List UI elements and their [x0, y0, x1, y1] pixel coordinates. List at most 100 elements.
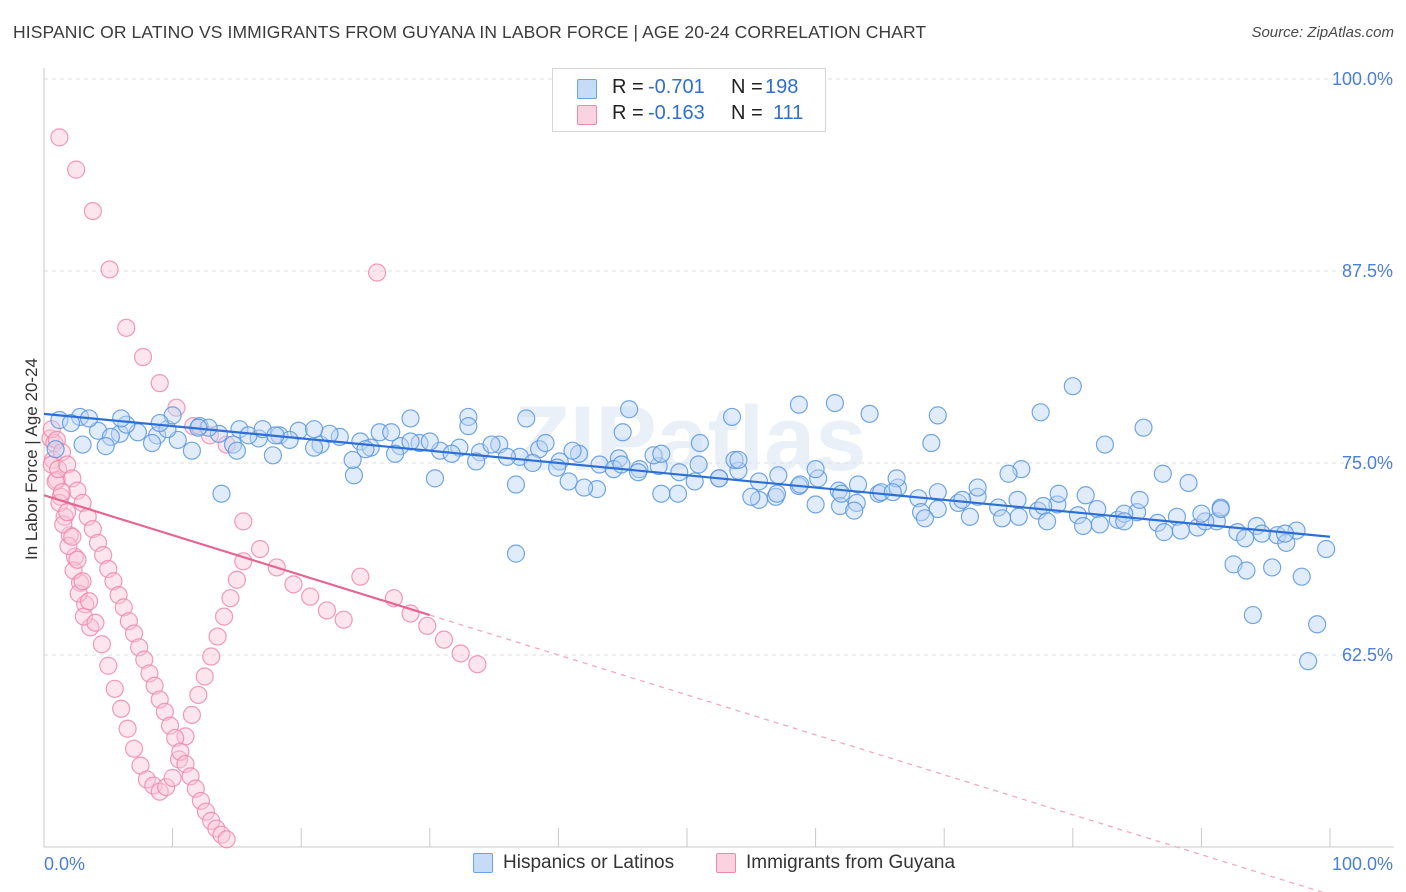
data-point-guyana [221, 589, 240, 608]
data-point-hispanic [1179, 473, 1198, 493]
data-point-hispanic [1299, 652, 1318, 671]
data-point-hispanic [1211, 499, 1230, 519]
legend-label: Hispanics or Latinos [503, 852, 675, 873]
data-point-hispanic [112, 409, 131, 428]
data-point-hispanic [382, 423, 401, 442]
data-point-hispanic [725, 450, 744, 470]
data-point-guyana [65, 547, 84, 566]
data-point-hispanic [1148, 513, 1167, 533]
data-point-hispanic [263, 446, 283, 465]
data-point-guyana [58, 455, 77, 474]
data-point-hispanic [1308, 615, 1327, 634]
data-point-guyana [317, 601, 337, 620]
data-point-hispanic [590, 455, 609, 474]
data-point-guyana [58, 503, 77, 522]
data-point-hispanic [61, 413, 81, 433]
data-point-hispanic [575, 478, 594, 497]
data-point-hispanic [670, 463, 689, 482]
data-point-hispanic [860, 404, 879, 423]
data-point-hispanic [729, 450, 748, 470]
data-point-guyana [196, 802, 216, 821]
data-point-hispanic [1277, 533, 1296, 552]
data-point-guyana [214, 607, 234, 626]
data-point-hispanic [466, 452, 486, 471]
data-point-hispanic [652, 484, 671, 503]
data-point-hispanic [142, 433, 162, 453]
data-point-guyana [67, 160, 86, 179]
axes [43, 68, 1394, 848]
data-point-guyana [166, 728, 185, 748]
data-point-guyana [208, 627, 227, 646]
data-point-guyana [63, 527, 82, 546]
data-point-hispanic [690, 433, 709, 453]
data-point-hispanic [613, 423, 632, 442]
data-point-hispanic [563, 441, 582, 460]
legend-label: Immigrants from Guyana [746, 852, 956, 873]
data-point-hispanic [459, 407, 478, 427]
data-point-guyana [49, 460, 68, 479]
legend-r-value: -0.701 [648, 76, 705, 98]
data-point-guyana [59, 536, 78, 556]
data-point-guyana [104, 572, 123, 591]
trend-line-guyana-extension [429, 614, 1324, 892]
data-point-guyana [112, 699, 131, 718]
data-point-hispanic [1192, 504, 1211, 523]
data-point-guyana [68, 550, 87, 569]
data-point-guyana [73, 572, 92, 591]
data-point-guyana [250, 539, 270, 559]
data-point-guyana [217, 830, 236, 849]
data-point-hispanic [1237, 561, 1256, 580]
data-point-hispanic [652, 444, 671, 463]
legend-r-label: R = [612, 102, 644, 124]
data-point-hispanic [1236, 529, 1255, 548]
legend-swatch-pink [577, 105, 597, 125]
data-point-hispanic [73, 435, 92, 454]
data-point-hispanic [1068, 506, 1088, 525]
data-point-guyana [86, 613, 105, 632]
data-point-hispanic [401, 409, 420, 428]
data-point-hispanic [304, 420, 324, 439]
data-point-hispanic [1095, 435, 1115, 454]
data-point-hispanic [506, 475, 526, 494]
data-point-hispanic [536, 433, 555, 453]
data-point-guyana [163, 768, 182, 787]
data-point-hispanic [227, 441, 246, 460]
data-point-guyana [351, 567, 370, 586]
data-point-hispanic [767, 484, 787, 503]
data-point-hispanic [343, 450, 362, 470]
data-point-guyana [92, 635, 111, 654]
data-point-guyana [234, 512, 253, 531]
data-point-hispanic [968, 478, 987, 497]
data-point-hispanic [559, 472, 578, 491]
data-point-hispanic [668, 484, 688, 503]
data-point-hispanic [304, 438, 324, 457]
data-point-guyana [133, 347, 153, 367]
data-point-hispanic [922, 433, 941, 453]
trend-line-guyana [43, 494, 431, 617]
data-point-guyana [42, 420, 61, 439]
data-point-guyana [150, 374, 169, 393]
data-point-guyana [155, 702, 174, 721]
data-point-guyana [83, 519, 102, 539]
data-point-hispanic [401, 432, 420, 451]
data-point-hispanic [887, 469, 906, 488]
data-point-hispanic [742, 487, 761, 506]
x-tick-labels: 0.0% 100.0% [44, 854, 1393, 874]
data-point-hispanic [385, 444, 405, 463]
data-point-hispanic [928, 406, 947, 425]
data-point-hispanic [806, 460, 825, 479]
data-point-hispanic [1130, 490, 1149, 509]
trend-line-hispanic [43, 412, 1331, 538]
legend-swatch-blue [577, 79, 597, 99]
data-point-guyana [367, 263, 387, 282]
y-tick-label: 62.5% [1342, 645, 1393, 665]
x-tick-label: 100.0% [1332, 854, 1393, 874]
data-point-guyana [227, 570, 246, 589]
legend-swatch-blue [473, 853, 493, 873]
legend-row-hispanics: R = -0.701 N = 198 [553, 75, 825, 101]
data-point-guyana [135, 650, 154, 669]
data-point-hispanic [1317, 539, 1336, 559]
legend-n-label: N = [731, 102, 763, 124]
data-point-hispanic [848, 475, 868, 494]
data-point-guyana [45, 433, 64, 453]
